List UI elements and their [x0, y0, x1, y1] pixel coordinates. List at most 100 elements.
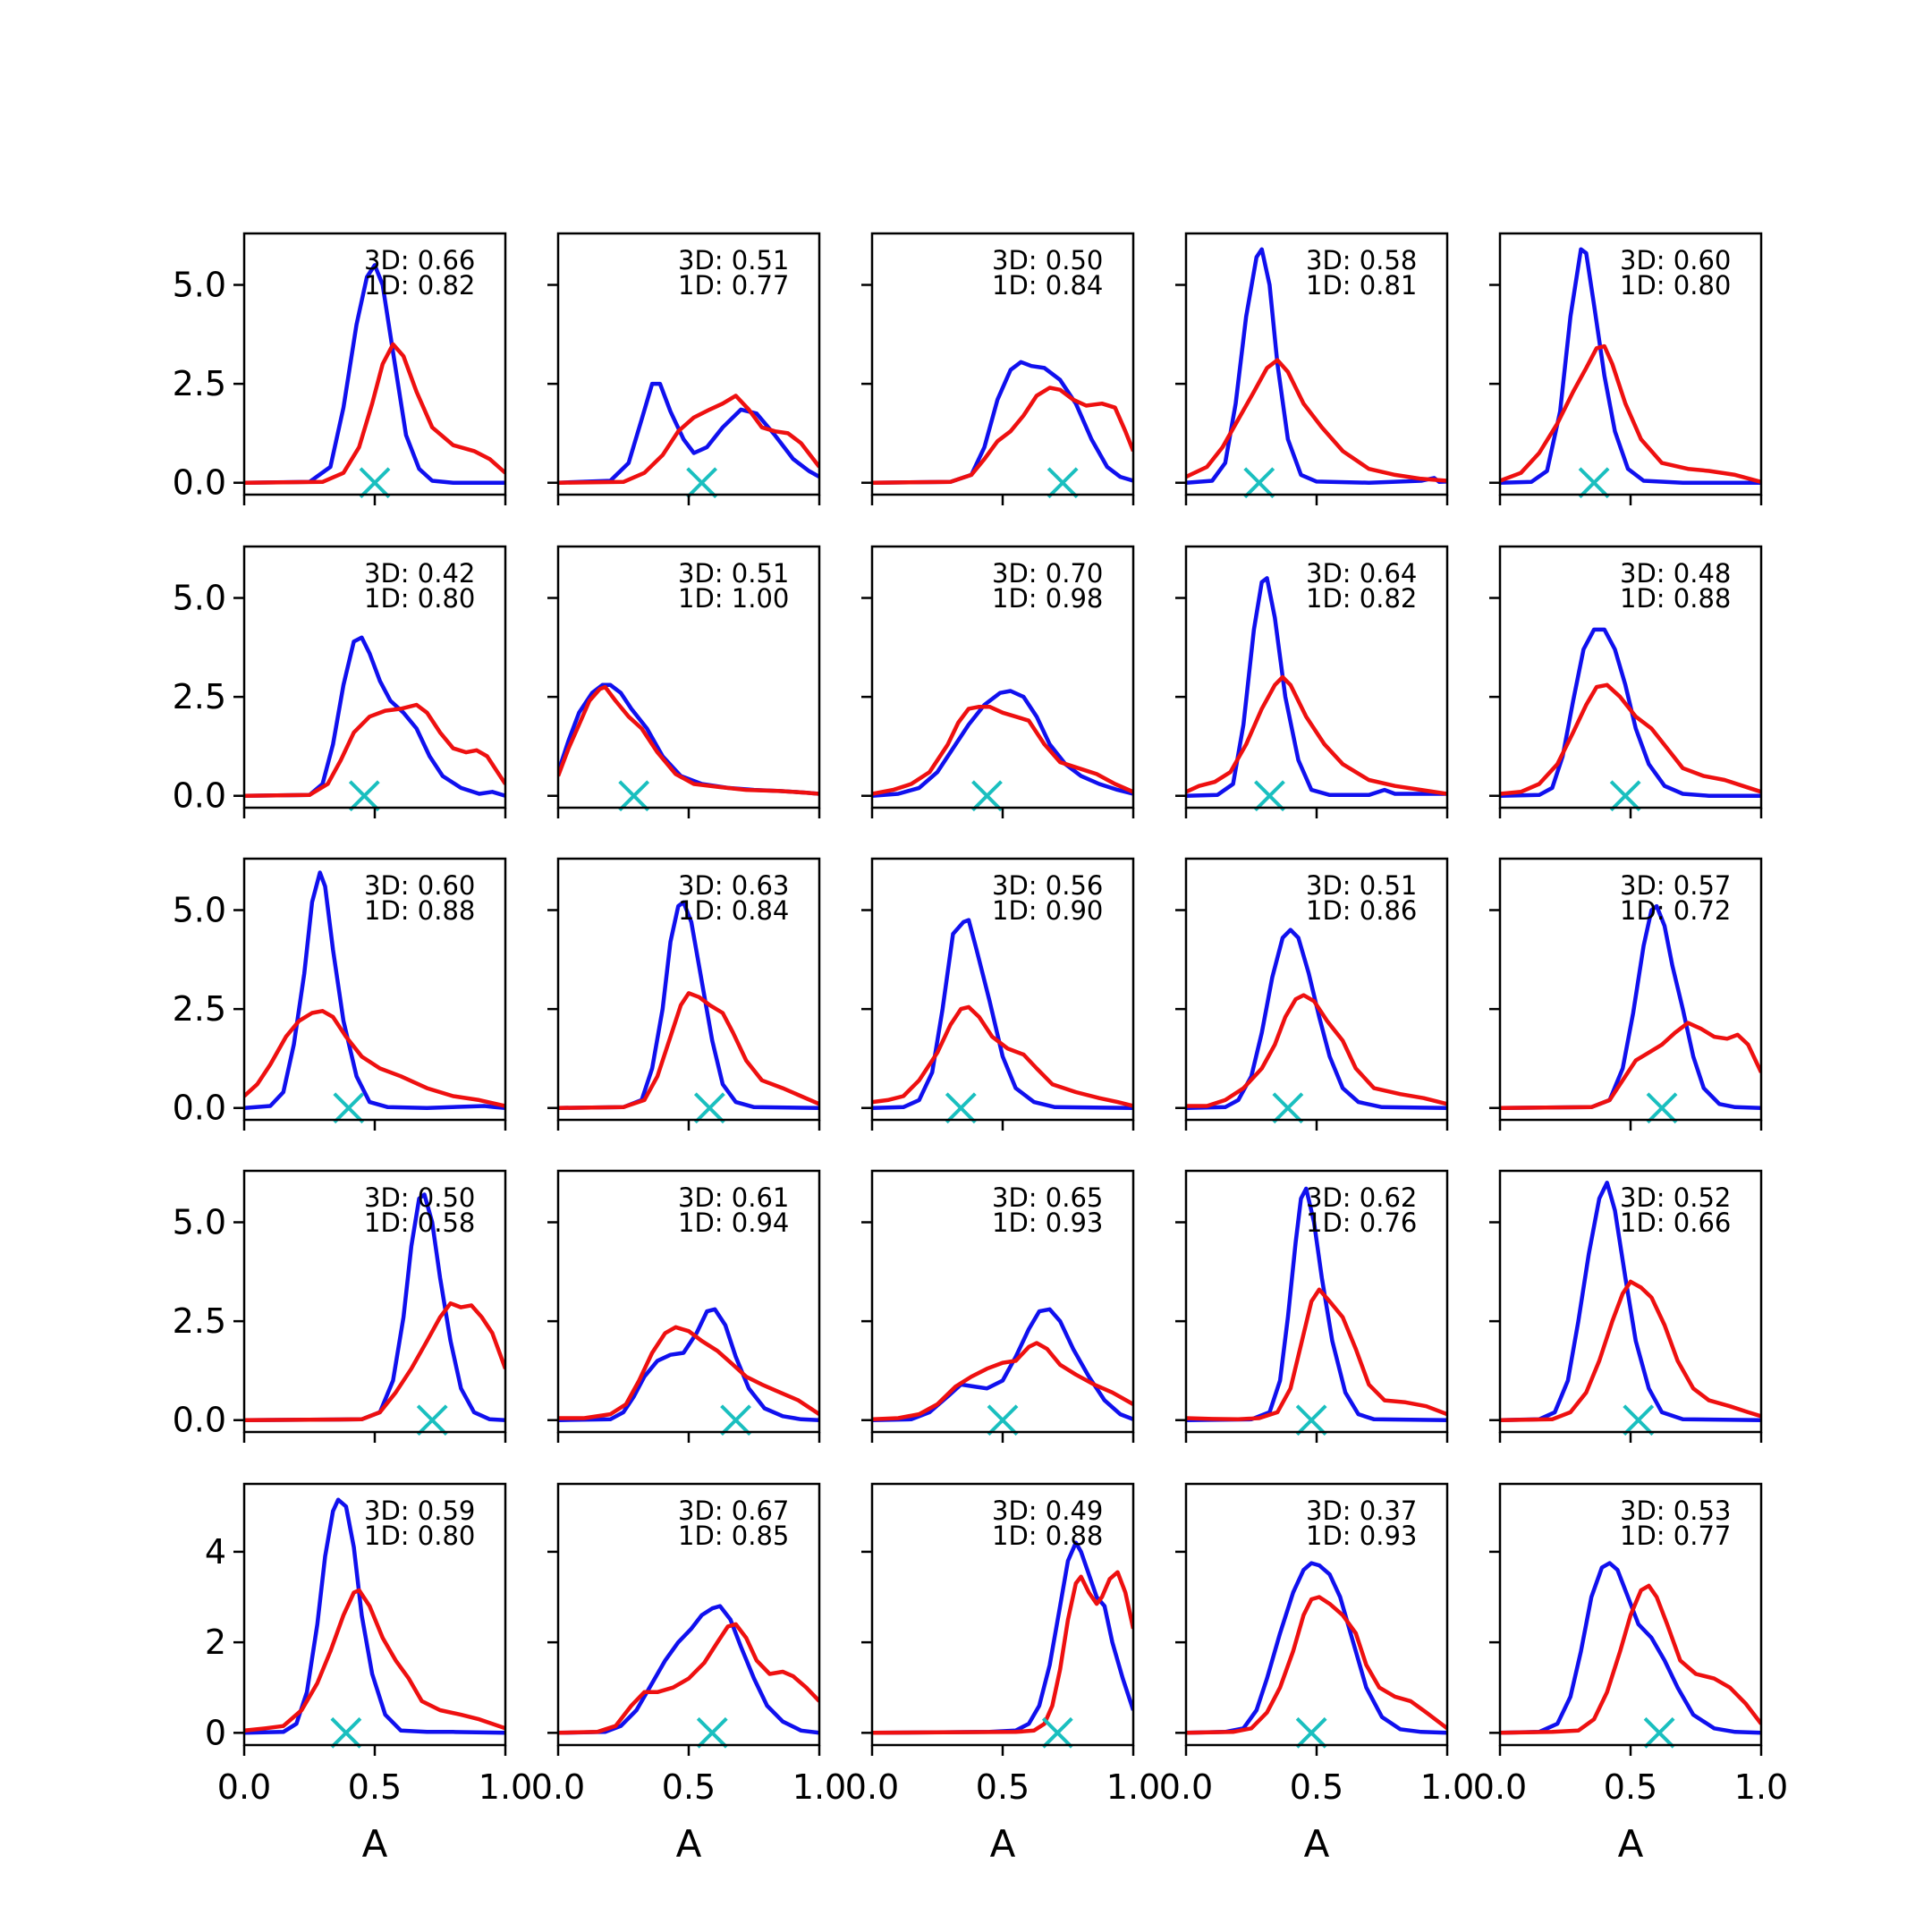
series-line-3d	[558, 1604, 819, 1735]
x-axis-label: A	[362, 1822, 388, 1866]
series-line-1d	[558, 684, 819, 796]
series-line-1d	[558, 991, 819, 1110]
annotation-3d: 3D: 0.65	[992, 1182, 1103, 1213]
annotation-1d: 1D: 0.77	[678, 270, 789, 301]
x-tick-label: 0.0	[1473, 1767, 1527, 1807]
annotation-1d: 1D: 0.77	[1620, 1521, 1731, 1551]
true-value-marker	[1041, 1716, 1073, 1749]
series-line-3d	[244, 870, 505, 1110]
annotation-1d: 1D: 1.00	[678, 583, 789, 614]
series-line-1d	[244, 702, 505, 798]
series-line-1d	[1500, 1021, 1761, 1110]
y-tick-label: 5.0	[173, 891, 226, 930]
annotation-1d: 1D: 0.93	[1306, 1521, 1417, 1551]
annotation-1d: 1D: 0.88	[992, 1521, 1103, 1551]
x-tick-label: 1.0	[1420, 1767, 1474, 1807]
x-tick-label: 1.0	[792, 1767, 846, 1807]
annotation-1d: 1D: 0.88	[1620, 583, 1731, 614]
series-line-3d	[1186, 1186, 1447, 1422]
series-line-1d	[244, 342, 505, 485]
annotation-3d: 3D: 0.59	[364, 1496, 475, 1526]
series-line-3d	[558, 1307, 819, 1422]
annotation-3d: 3D: 0.63	[678, 870, 789, 901]
series-line-1d	[1500, 682, 1761, 796]
series-line-3d	[872, 360, 1133, 485]
true-value-marker	[1609, 780, 1641, 812]
series-line-1d	[1500, 343, 1761, 484]
x-tick-label: 0.0	[1159, 1767, 1213, 1807]
annotation-1d: 1D: 0.94	[678, 1208, 789, 1238]
true-value-marker	[693, 1092, 725, 1124]
series-line-3d	[558, 900, 819, 1110]
annotation-3d: 3D: 0.50	[992, 245, 1103, 275]
annotation-3d: 3D: 0.52	[1620, 1182, 1731, 1213]
annotation-3d: 3D: 0.60	[1620, 245, 1731, 275]
annotation-1d: 1D: 0.84	[992, 270, 1103, 301]
series-line-1d	[244, 1301, 505, 1422]
true-value-marker	[333, 1092, 365, 1124]
series-line-3d	[558, 381, 819, 485]
x-axis-label: A	[676, 1822, 702, 1866]
series-line-1d	[1186, 674, 1447, 796]
annotation-3d: 3D: 0.42	[364, 558, 475, 589]
series-line-3d	[872, 1540, 1133, 1735]
true-value-marker	[416, 1404, 448, 1436]
x-tick-label: 1.0	[1106, 1767, 1160, 1807]
annotation-1d: 1D: 0.80	[364, 1521, 475, 1551]
x-axis-label: A	[990, 1822, 1016, 1866]
true-value-marker	[1272, 1092, 1304, 1124]
true-value-marker	[971, 780, 1003, 812]
annotation-1d: 1D: 0.58	[364, 1208, 475, 1238]
true-value-marker	[696, 1716, 728, 1749]
true-value-marker	[1295, 1716, 1327, 1749]
series-line-1d	[872, 704, 1133, 796]
series-line-1d	[1500, 1279, 1761, 1422]
x-tick-label: 1.0	[479, 1767, 532, 1807]
series-line-1d	[1186, 993, 1447, 1108]
y-tick-label: 0.0	[173, 1089, 226, 1128]
annotation-1d: 1D: 0.84	[678, 895, 789, 926]
y-tick-label: 5.0	[173, 1203, 226, 1242]
annotation-1d: 1D: 0.82	[1306, 583, 1417, 614]
annotation-3d: 3D: 0.57	[1620, 870, 1731, 901]
y-tick-label: 0.0	[173, 463, 226, 503]
series-line-1d	[872, 1004, 1133, 1108]
annotation-1d: 1D: 0.98	[992, 583, 1103, 614]
true-value-marker	[720, 1404, 751, 1436]
x-tick-label: 0.0	[845, 1767, 899, 1807]
annotation-3d: 3D: 0.64	[1306, 558, 1417, 589]
series-line-3d	[1500, 627, 1761, 798]
annotation-3d: 3D: 0.67	[678, 1496, 789, 1526]
series-line-3d	[1186, 1561, 1447, 1735]
annotation-1d: 1D: 0.93	[992, 1208, 1103, 1238]
true-value-marker	[686, 467, 718, 499]
x-tick-label: 0.5	[348, 1767, 402, 1807]
annotation-3d: 3D: 0.56	[992, 870, 1103, 901]
annotation-3d: 3D: 0.51	[678, 245, 789, 275]
series-line-1d	[1186, 1595, 1447, 1735]
annotation-1d: 1D: 0.66	[1620, 1208, 1731, 1238]
series-line-1d	[244, 1009, 505, 1108]
series-line-3d	[1500, 1561, 1761, 1735]
annotation-1d: 1D: 0.86	[1306, 895, 1417, 926]
true-value-marker	[987, 1404, 1019, 1436]
series-line-3d	[1500, 903, 1761, 1110]
annotation-3d: 3D: 0.62	[1306, 1182, 1417, 1213]
true-value-marker	[359, 467, 391, 499]
annotation-1d: 1D: 0.80	[364, 583, 475, 614]
